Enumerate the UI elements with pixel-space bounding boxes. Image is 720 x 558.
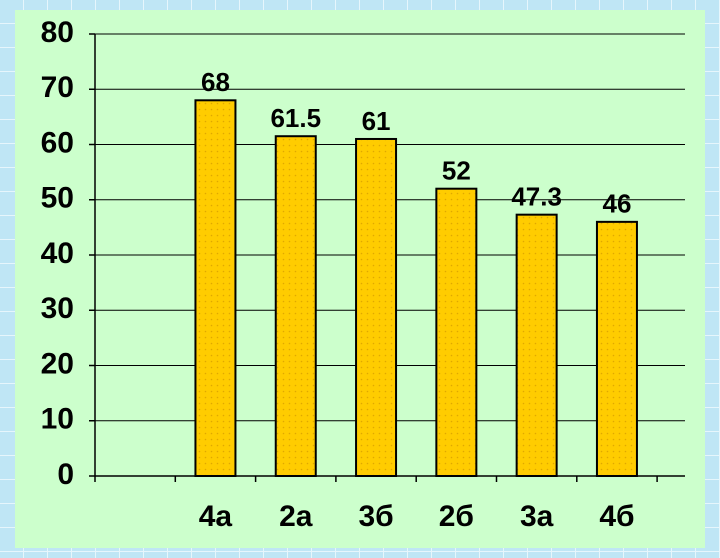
data-label: 61 [362,106,391,136]
y-tick-label: 80 [41,16,74,49]
data-label: 68 [201,67,230,97]
bar [194,99,237,478]
x-tick-label: 4а [199,500,233,533]
x-tick-label: 3а [520,500,554,533]
x-tick-label: 2б [439,500,474,533]
y-tick-label: 40 [41,237,74,270]
bar [595,220,638,477]
bar [435,187,478,477]
y-tick-label: 50 [41,182,74,215]
x-tick-label: 4б [599,500,634,533]
y-tick-label: 70 [41,71,74,104]
y-tick-label: 30 [41,292,74,325]
y-tick-label: 20 [41,347,74,380]
data-label: 61.5 [270,103,321,133]
x-tick-label: 3б [358,500,393,533]
data-label: 52 [442,156,471,186]
y-tick-label: 60 [41,126,74,159]
bar [515,213,558,477]
bar [355,137,398,477]
y-tick-label: 0 [57,458,74,491]
x-tick-label: 2а [279,500,313,533]
y-tick-label: 10 [41,403,74,436]
data-label: 47.3 [511,182,562,212]
bar [274,135,317,477]
data-label: 46 [602,189,631,219]
